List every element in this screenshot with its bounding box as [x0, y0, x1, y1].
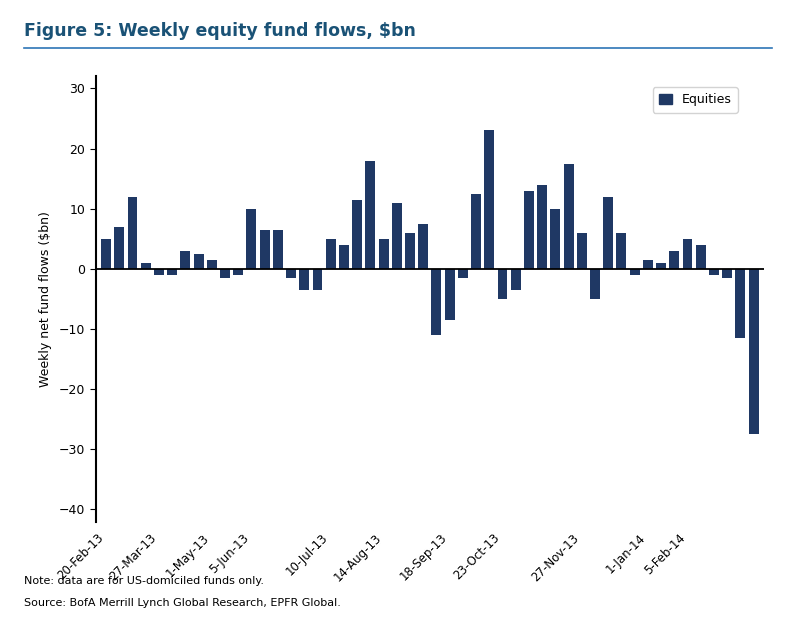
Bar	[736, 269, 745, 338]
Bar	[247, 209, 256, 269]
Bar	[643, 260, 653, 269]
Bar	[709, 269, 719, 275]
Bar	[484, 130, 494, 269]
Bar	[498, 269, 508, 299]
Bar	[352, 200, 362, 269]
Bar	[259, 230, 270, 269]
Bar	[220, 269, 230, 278]
Bar	[577, 233, 587, 269]
Bar	[365, 160, 376, 269]
Bar	[193, 254, 204, 269]
Bar	[181, 251, 190, 269]
Bar	[748, 269, 759, 434]
Bar	[418, 224, 428, 269]
Bar	[431, 269, 442, 335]
Bar	[167, 269, 178, 275]
Bar	[537, 184, 547, 269]
Bar	[564, 163, 574, 269]
Legend: Equities: Equities	[653, 87, 738, 113]
Bar	[207, 260, 217, 269]
Bar	[524, 191, 534, 269]
Bar	[313, 269, 322, 290]
Bar	[458, 269, 468, 278]
Bar	[669, 251, 679, 269]
Bar	[656, 263, 666, 269]
Bar	[392, 203, 402, 269]
Bar	[471, 193, 481, 269]
Bar	[286, 269, 296, 278]
Bar	[630, 269, 640, 275]
Text: Figure 5: Weekly equity fund flows, $bn: Figure 5: Weekly equity fund flows, $bn	[24, 22, 416, 40]
Bar	[115, 226, 124, 269]
Bar	[682, 238, 693, 269]
Text: Source: BofA Merrill Lynch Global Research, EPFR Global.: Source: BofA Merrill Lynch Global Resear…	[24, 598, 341, 608]
Bar	[233, 269, 244, 275]
Bar	[127, 197, 138, 269]
Bar	[339, 245, 349, 269]
Bar	[550, 209, 560, 269]
Bar	[722, 269, 732, 278]
Bar	[141, 263, 150, 269]
Bar	[154, 269, 164, 275]
Y-axis label: Weekly net fund flows ($bn): Weekly net fund flows ($bn)	[39, 211, 52, 387]
Bar	[273, 230, 283, 269]
Bar	[590, 269, 600, 299]
Bar	[603, 197, 613, 269]
Text: Note: data are for US-domiciled funds only.: Note: data are for US-domiciled funds on…	[24, 576, 264, 586]
Bar	[445, 269, 455, 320]
Bar	[326, 238, 336, 269]
Bar	[616, 233, 626, 269]
Bar	[299, 269, 310, 290]
Bar	[696, 245, 706, 269]
Bar	[379, 238, 388, 269]
Bar	[101, 238, 111, 269]
Bar	[405, 233, 415, 269]
Bar	[511, 269, 521, 290]
